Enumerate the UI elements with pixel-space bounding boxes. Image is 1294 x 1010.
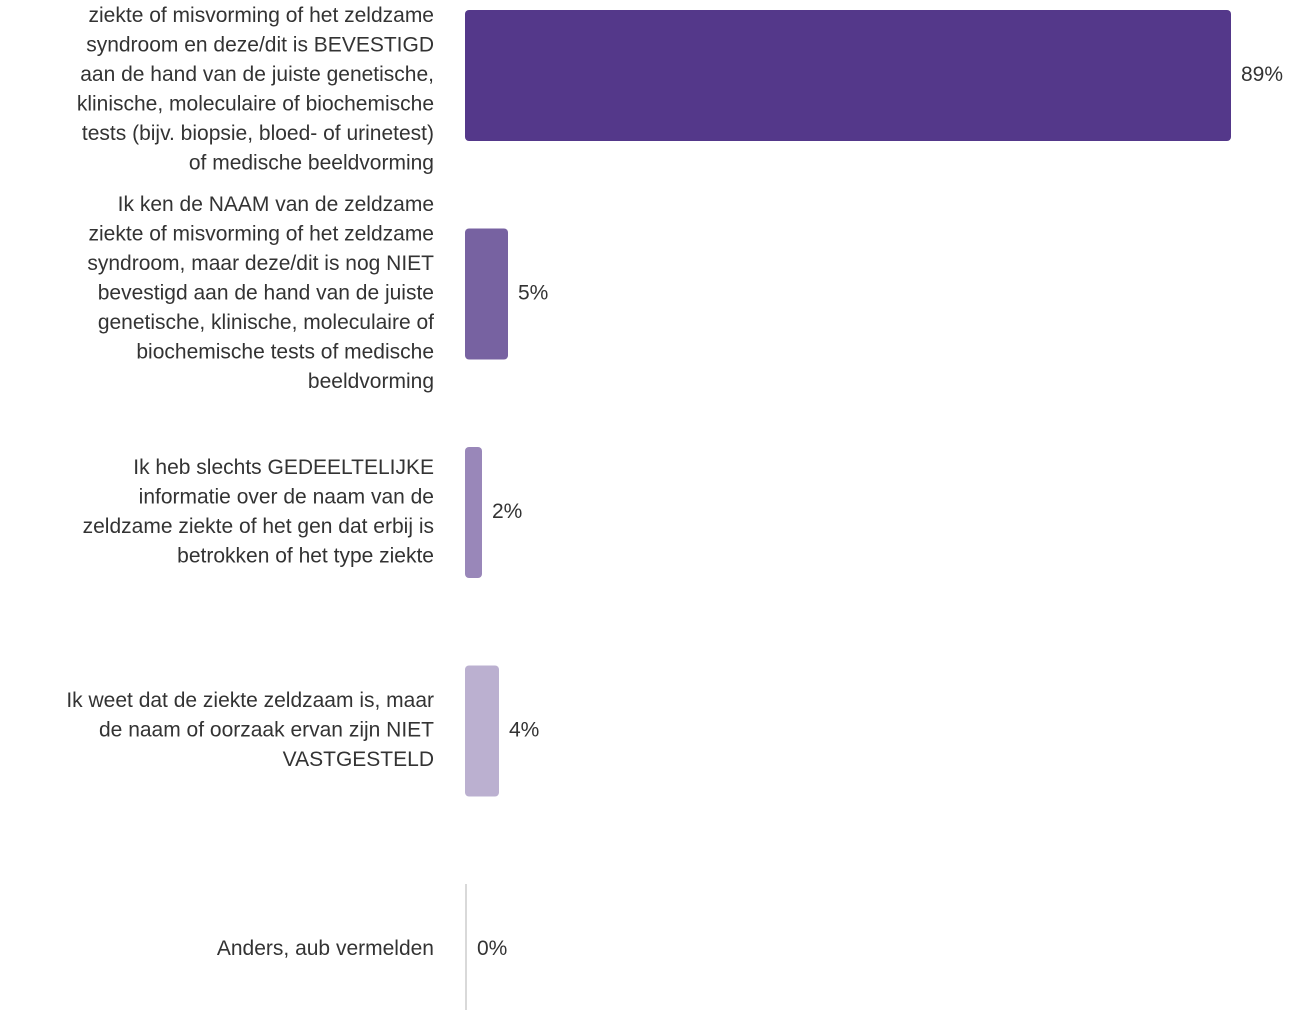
category-label-3: Ik heb slechts GEDEELTELIJKE informatie o… <box>83 456 434 568</box>
value-labels: 89% 5% 2% 4% 0% <box>477 63 1283 960</box>
category-label-line: ziekte of misvorming of het zeldzame <box>89 223 434 246</box>
category-label-line: syndroom, maar deze/dit is nog NIET <box>87 252 434 275</box>
value-label-2: 5% <box>518 282 548 305</box>
category-label-line: tests (bijv. biopsie, bloed- of urinetes… <box>82 122 434 145</box>
value-label-1: 89% <box>1241 63 1283 86</box>
category-label-5: Anders, aub vermelden <box>217 937 434 960</box>
category-labels: Ik ken de NAAM van de zeldzame ziekte of … <box>66 0 434 960</box>
category-label-4: Ik weet dat de ziekte zeldzaam is, maar d… <box>66 689 434 771</box>
category-label-line: de naam of oorzaak ervan zijn NIET <box>99 719 434 742</box>
value-label-5: 0% <box>477 937 507 960</box>
bar-1 <box>465 10 1231 141</box>
category-label-line: betrokken of het type ziekte <box>177 544 434 567</box>
category-label-line: VASTGESTELD <box>283 748 434 771</box>
bar-5 <box>465 884 467 1010</box>
category-label-line: genetische, klinische, moleculaire of <box>98 311 434 334</box>
category-label-line: syndroom en deze/dit is BEVESTIGD <box>86 34 434 57</box>
bars <box>465 10 1231 1010</box>
category-label-line: of medische beeldvorming <box>189 152 434 175</box>
category-label-line: biochemische tests of medische <box>136 341 434 364</box>
bar-4 <box>465 665 499 797</box>
bar-3 <box>465 447 482 578</box>
category-label-line: aan de hand van de juiste genetische, <box>80 63 434 86</box>
category-label-line: Ik heb slechts GEDEELTELIJKE <box>133 456 434 479</box>
category-label-line: beeldvorming <box>308 370 434 393</box>
category-label-line: ziekte of misvorming of het zeldzame <box>89 4 434 27</box>
category-label-line: zeldzame ziekte of het gen dat erbij is <box>83 515 434 538</box>
category-label-line: Anders, aub vermelden <box>217 937 434 960</box>
category-label-line: Ik weet dat de ziekte zeldzaam is, maar <box>66 689 434 712</box>
value-label-4: 4% <box>509 719 539 742</box>
category-label-line: klinische, moleculaire of biochemische <box>77 93 434 116</box>
category-label-line: Ik ken de NAAM van de zeldzame <box>118 193 434 216</box>
category-label-line: bevestigd aan de hand van de juiste <box>98 282 434 305</box>
category-label-line: informatie over de naam van de <box>139 485 434 508</box>
bar-2 <box>465 228 508 360</box>
value-label-3: 2% <box>492 500 522 523</box>
category-label-2: Ik ken de NAAM van de zeldzame ziekte of … <box>87 193 434 393</box>
